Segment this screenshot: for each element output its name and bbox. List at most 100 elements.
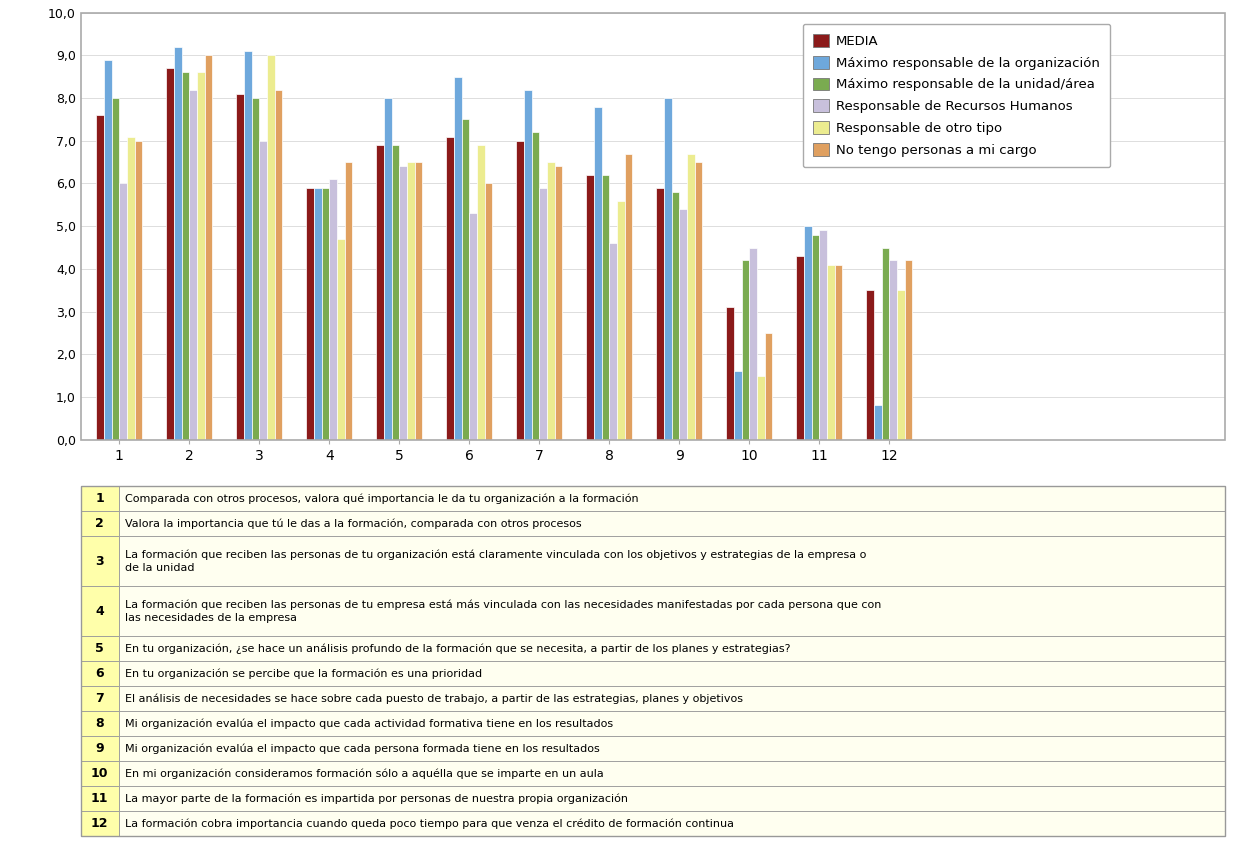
Bar bbox=[610, 244, 617, 440]
Text: 1: 1 bbox=[96, 492, 104, 505]
Bar bbox=[540, 188, 547, 440]
Bar bbox=[485, 183, 493, 440]
Bar bbox=[119, 183, 127, 440]
Text: 4: 4 bbox=[96, 604, 104, 618]
Bar bbox=[765, 333, 773, 440]
Text: 6: 6 bbox=[96, 667, 104, 680]
Bar bbox=[81, 587, 118, 636]
Bar bbox=[392, 145, 399, 440]
Text: 2: 2 bbox=[96, 517, 104, 531]
Bar bbox=[306, 188, 313, 440]
Bar bbox=[407, 162, 414, 440]
Bar bbox=[454, 76, 462, 440]
Bar bbox=[462, 120, 469, 440]
Bar bbox=[205, 55, 213, 440]
Bar bbox=[118, 587, 1225, 636]
Bar bbox=[118, 762, 1225, 786]
Bar bbox=[547, 162, 555, 440]
Bar bbox=[889, 261, 897, 440]
Bar bbox=[414, 162, 423, 440]
Bar bbox=[758, 375, 765, 440]
Bar bbox=[81, 736, 118, 762]
Bar bbox=[118, 736, 1225, 762]
Bar bbox=[81, 537, 118, 587]
Text: Valora la importancia que tú le das a la formación, comparada con otros procesos: Valora la importancia que tú le das a la… bbox=[126, 519, 582, 529]
Text: 7: 7 bbox=[96, 692, 104, 706]
Bar bbox=[134, 141, 143, 440]
Bar bbox=[657, 188, 664, 440]
Bar bbox=[275, 90, 282, 440]
Bar bbox=[81, 661, 118, 686]
Bar bbox=[476, 145, 485, 440]
Bar bbox=[118, 711, 1225, 736]
Bar bbox=[749, 248, 758, 440]
Bar bbox=[189, 90, 197, 440]
Bar bbox=[524, 90, 531, 440]
Bar bbox=[602, 175, 610, 440]
Text: La formación cobra importancia cuando queda poco tiempo para que venza el crédit: La formación cobra importancia cuando qu… bbox=[126, 818, 734, 829]
Bar bbox=[127, 137, 134, 440]
Bar bbox=[741, 261, 749, 440]
Bar bbox=[81, 13, 1225, 440]
Bar bbox=[96, 115, 104, 440]
Bar bbox=[81, 762, 118, 786]
Bar bbox=[586, 175, 593, 440]
Text: En tu organización se percibe que la formación es una prioridad: En tu organización se percibe que la for… bbox=[126, 668, 483, 679]
Text: En tu organización, ¿se hace un análisis profundo de la formación que se necesit: En tu organización, ¿se hace un análisis… bbox=[126, 644, 791, 654]
Bar bbox=[904, 261, 912, 440]
Bar bbox=[81, 786, 118, 812]
Text: 9: 9 bbox=[96, 742, 104, 756]
Bar bbox=[81, 686, 118, 711]
Bar bbox=[726, 307, 734, 440]
Bar bbox=[345, 162, 352, 440]
Bar bbox=[81, 511, 118, 537]
Bar bbox=[664, 98, 672, 440]
Bar bbox=[447, 137, 454, 440]
Bar bbox=[118, 636, 1225, 661]
Bar bbox=[384, 98, 392, 440]
Bar bbox=[81, 812, 118, 836]
Bar bbox=[313, 188, 322, 440]
Bar bbox=[694, 162, 703, 440]
Text: La formación que reciben las personas de tu empresa está más vinculada con las n: La formación que reciben las personas de… bbox=[126, 599, 882, 623]
Bar bbox=[112, 98, 119, 440]
Text: 8: 8 bbox=[96, 717, 104, 730]
Legend: MEDIA, Máximo responsable de la organización, Máximo responsable de la unidad/ár: MEDIA, Máximo responsable de la organiza… bbox=[802, 24, 1110, 167]
Bar bbox=[81, 711, 118, 736]
Bar bbox=[875, 406, 882, 440]
Text: 11: 11 bbox=[91, 792, 108, 805]
Bar bbox=[835, 265, 842, 440]
Bar bbox=[118, 511, 1225, 537]
Text: Comparada con otros procesos, valora qué importancia le da tu organización a la : Comparada con otros procesos, valora qué… bbox=[126, 493, 639, 504]
Text: Mi organización evalúa el impacto que cada actividad formativa tiene en los resu: Mi organización evalúa el impacto que ca… bbox=[126, 718, 613, 729]
Bar bbox=[866, 290, 875, 440]
Bar bbox=[811, 234, 820, 440]
Bar bbox=[796, 256, 804, 440]
Bar bbox=[81, 636, 118, 661]
Bar bbox=[804, 226, 811, 440]
Text: 5: 5 bbox=[96, 642, 104, 655]
Bar bbox=[236, 94, 244, 440]
Bar bbox=[820, 230, 827, 440]
Bar bbox=[118, 661, 1225, 686]
Bar bbox=[376, 145, 384, 440]
Bar bbox=[882, 248, 889, 440]
Text: La formación que reciben las personas de tu organización está claramente vincula: La formación que reciben las personas de… bbox=[126, 549, 867, 573]
Bar bbox=[197, 72, 205, 440]
Text: En mi organización consideramos formación sólo a aquélla que se imparte en un au: En mi organización consideramos formació… bbox=[126, 768, 605, 779]
Bar bbox=[104, 59, 112, 440]
Bar bbox=[118, 486, 1225, 511]
Bar bbox=[469, 213, 476, 440]
Bar bbox=[531, 132, 540, 440]
Text: La mayor parte de la formación es impartida por personas de nuestra propia organ: La mayor parte de la formación es impart… bbox=[126, 794, 628, 804]
Bar bbox=[118, 686, 1225, 711]
Bar bbox=[267, 55, 275, 440]
Bar bbox=[593, 107, 602, 440]
Bar bbox=[251, 98, 259, 440]
Bar bbox=[322, 188, 330, 440]
Text: 10: 10 bbox=[91, 767, 108, 780]
Bar bbox=[244, 51, 251, 440]
Bar bbox=[555, 166, 562, 440]
Bar bbox=[516, 141, 524, 440]
Bar bbox=[174, 47, 182, 440]
